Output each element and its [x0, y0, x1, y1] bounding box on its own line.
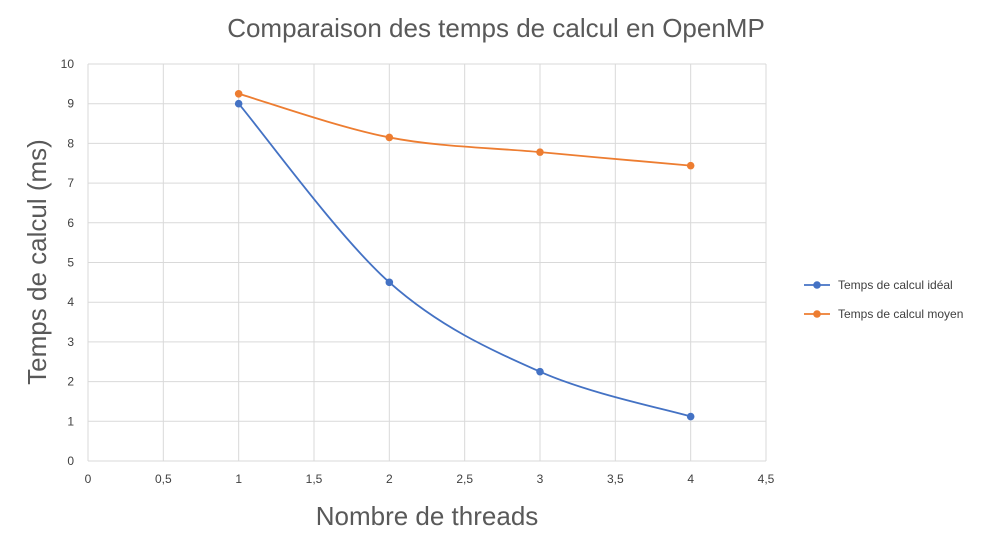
legend-entry: Temps de calcul idéal: [804, 278, 953, 292]
tick-labels: 0 0,5 1 1,5 2 2,5 3 3,5 4 4,5 0 1 2 3 4 5 6 7 8 9 10: [61, 57, 775, 486]
y-tick-label: 3: [67, 335, 74, 349]
legend-label: Temps de calcul idéal: [838, 278, 953, 292]
data-point: [686, 161, 695, 170]
x-tick-label: 0,5: [155, 472, 172, 486]
x-tick-label: 3: [537, 472, 544, 486]
x-tick-label: 4: [687, 472, 694, 486]
y-tick-label: 5: [67, 256, 74, 270]
series-layer: [234, 89, 695, 421]
y-tick-label: 4: [67, 295, 74, 309]
data-point: [385, 278, 394, 287]
x-tick-label: 2,5: [456, 472, 473, 486]
x-tick-label: 2: [386, 472, 393, 486]
data-point: [686, 412, 695, 421]
legend-entry: Temps de calcul moyen: [804, 307, 963, 321]
data-point: [536, 367, 544, 376]
x-tick-label: 4,5: [758, 472, 775, 486]
legend-swatch-marker: [813, 281, 821, 289]
data-point: [536, 148, 544, 156]
chart-title: Comparaison des temps de calcul en OpenM…: [227, 13, 765, 43]
data-point: [234, 99, 243, 108]
grid: [87, 63, 767, 462]
series-line: [237, 103, 691, 418]
y-tick-label: 1: [67, 414, 74, 428]
x-axis-title: Nombre de threads: [316, 501, 539, 531]
y-tick-label: 9: [67, 97, 74, 111]
y-tick-label: 8: [67, 136, 74, 150]
y-axis-title: Temps de calcul (ms): [22, 139, 52, 385]
y-tick-label: 0: [67, 454, 74, 468]
legend-label: Temps de calcul moyen: [838, 307, 963, 321]
x-tick-label: 3,5: [607, 472, 624, 486]
series-line: [238, 92, 691, 167]
y-tick-label: 2: [67, 375, 74, 389]
data-point: [234, 89, 243, 98]
y-tick-label: 7: [67, 176, 74, 190]
x-tick-label: 0: [85, 472, 92, 486]
x-tick-label: 1,5: [306, 472, 323, 486]
y-tick-label: 6: [67, 216, 74, 230]
x-tick-label: 1: [235, 472, 242, 486]
series-1: [234, 99, 695, 421]
legend-swatch-marker: [813, 310, 821, 318]
y-tick-label: 10: [61, 57, 75, 71]
series-2: [234, 89, 695, 170]
legend: Temps de calcul idéal Temps de calcul moy…: [804, 278, 963, 321]
data-point: [385, 133, 394, 142]
